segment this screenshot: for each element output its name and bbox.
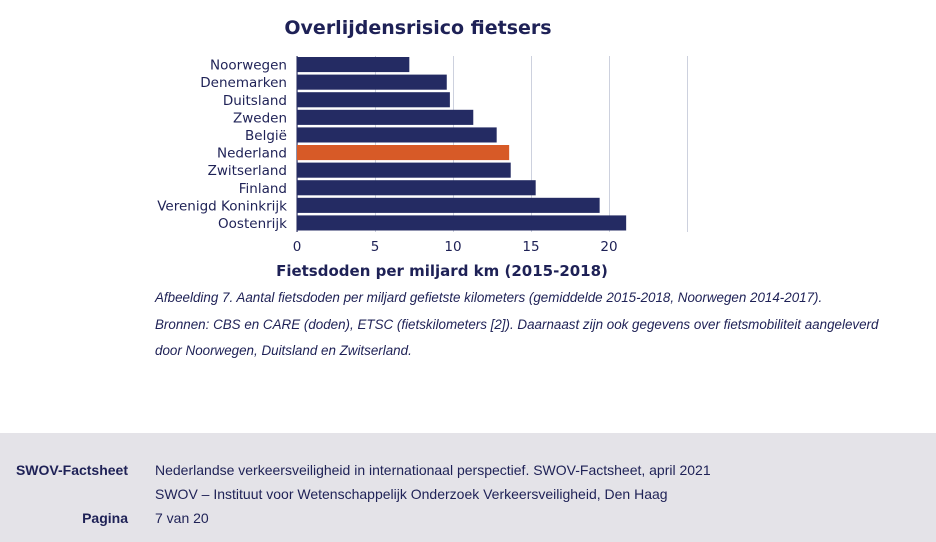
category-label-nederland: Nederland <box>217 146 287 162</box>
x-tick-label: 15 <box>522 239 539 255</box>
bar-zwitserland <box>297 162 511 178</box>
caption-line-3: door Noorwegen, Duitsland en Zwitserland… <box>155 343 412 358</box>
x-tick-label: 10 <box>444 239 461 255</box>
bar-denemarken <box>297 74 447 90</box>
caption-line-1: Afbeelding 7. Aantal fietsdoden per milj… <box>155 290 823 305</box>
x-axis-label: Fietsdoden per miljard km (2015-2018) <box>276 262 608 280</box>
x-tick-label: 20 <box>600 239 617 255</box>
caption-line-2: Bronnen: CBS en CARE (doden), ETSC (fiet… <box>155 316 879 332</box>
x-tick-label: 5 <box>371 239 380 255</box>
category-label-verenigd-koninkrijk: Verenigd Koninkrijk <box>157 198 287 214</box>
category-label-denemarken: Denemarken <box>200 75 287 91</box>
bar-belgie <box>297 127 497 143</box>
chart-title: Overlijdensrisico fietsers <box>284 17 551 39</box>
bar-noorwegen <box>297 57 410 73</box>
bar-zweden <box>297 109 474 125</box>
category-label-zwitserland: Zwitserland <box>208 163 287 179</box>
category-label-oostenrijk: Oostenrijk <box>218 216 287 232</box>
bar-duitsland <box>297 92 450 108</box>
category-label-noorwegen: Noorwegen <box>210 58 287 74</box>
x-tick-label: 0 <box>293 239 302 255</box>
footer-page-label: Pagina <box>82 510 128 526</box>
page-footer: SWOV-Factsheet Nederlandse verkeersveili… <box>0 433 936 542</box>
bar-oostenrijk <box>297 215 627 231</box>
footer-label: SWOV-Factsheet <box>15 462 128 478</box>
footer-publisher: SWOV – Instituut voor Wetenschappelijk O… <box>155 486 668 502</box>
footer-citation: Nederlandse verkeersveiligheid in intern… <box>155 462 711 478</box>
bar-verenigd-koninkrijk <box>297 197 600 213</box>
category-label-duitsland: Duitsland <box>223 93 287 109</box>
chart: Overlijdensrisico fietsers NoorwegenDene… <box>157 17 688 280</box>
footer-page-number: 7 van 20 <box>155 510 209 526</box>
category-label-belgie: België <box>245 128 287 144</box>
bar-finland <box>297 180 536 196</box>
category-label-finland: Finland <box>239 181 287 197</box>
x-tick-labels: 0 5 10 15 20 <box>293 239 618 255</box>
bar-nederland <box>297 145 510 161</box>
category-label-zweden: Zweden <box>233 110 287 126</box>
figure-caption: Afbeelding 7. Aantal fietsdoden per milj… <box>155 285 935 365</box>
bars <box>297 57 627 231</box>
